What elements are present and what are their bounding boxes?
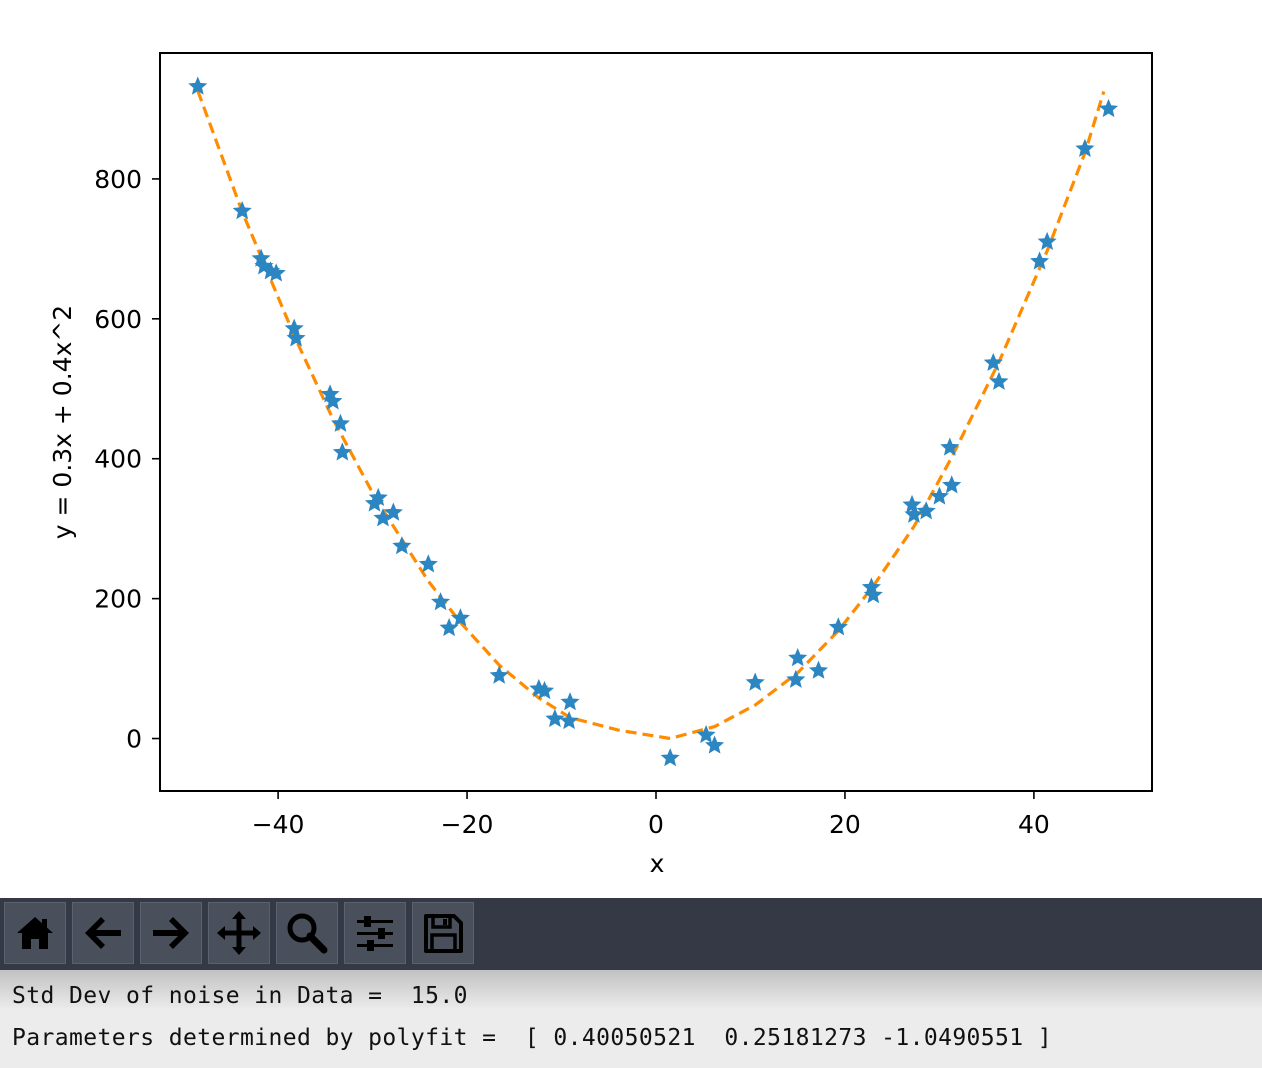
data-point xyxy=(1098,98,1119,118)
data-points-series xyxy=(188,76,1119,767)
x-tick-label: 20 xyxy=(829,810,861,839)
zoom-button[interactable] xyxy=(276,902,338,964)
y-tick-label: 400 xyxy=(94,445,142,474)
data-point xyxy=(559,711,579,730)
data-point xyxy=(284,318,304,337)
data-point xyxy=(942,475,962,494)
data-point xyxy=(418,554,438,573)
scatter-plot: −40 −20 0 20 40 0 200 400 600 800 x y = 0.3x + 0… xyxy=(48,52,1153,878)
data-point xyxy=(450,608,470,627)
forward-arrow-icon xyxy=(153,917,189,949)
data-point xyxy=(392,536,412,555)
y-axis-ticks: 0 200 400 600 800 xyxy=(94,165,160,754)
configure-subplots-button[interactable] xyxy=(344,902,406,964)
data-point xyxy=(534,680,555,700)
configure-subplots-icon xyxy=(357,916,393,951)
data-point xyxy=(904,504,924,523)
x-tick-label: 40 xyxy=(1018,810,1050,839)
data-point xyxy=(439,617,459,637)
back-arrow-icon xyxy=(85,917,121,949)
data-point xyxy=(745,672,765,691)
home-icon xyxy=(17,917,53,949)
data-point xyxy=(696,724,716,744)
x-axis-label: x xyxy=(650,849,665,878)
x-tick-label: −20 xyxy=(441,810,494,839)
y-axis-label: y = 0.3x + 0.4x^2 xyxy=(48,305,77,539)
axes-frame xyxy=(159,52,1153,792)
data-point xyxy=(705,735,725,754)
y-tick-label: 600 xyxy=(94,305,142,334)
fit-line-series xyxy=(196,90,1106,741)
navigation-toolbar xyxy=(0,898,1262,971)
data-point xyxy=(188,76,208,95)
data-point xyxy=(368,487,388,507)
data-point xyxy=(989,371,1009,390)
data-point xyxy=(330,413,351,432)
data-point xyxy=(1037,231,1057,250)
x-axis-ticks: −40 −20 0 20 40 xyxy=(252,791,1050,839)
data-point xyxy=(489,665,509,684)
x-tick-label: 0 xyxy=(648,810,664,839)
data-point xyxy=(828,617,848,636)
data-point xyxy=(808,660,829,679)
figure-canvas: −40 −20 0 20 40 0 200 400 600 800 x y = 0.3x + 0… xyxy=(48,52,1153,878)
y-tick-label: 0 xyxy=(126,725,142,754)
save-icon xyxy=(424,914,463,953)
console-output: Std Dev of noise in Data = 15.0 Paramete… xyxy=(0,970,1262,1068)
zoom-icon xyxy=(287,913,328,954)
forward-button[interactable] xyxy=(140,902,202,964)
save-button[interactable] xyxy=(412,902,474,964)
pan-button[interactable] xyxy=(208,902,270,964)
data-point xyxy=(266,263,286,282)
data-point xyxy=(560,692,580,711)
pan-icon xyxy=(217,911,261,955)
data-point xyxy=(232,201,252,220)
data-point xyxy=(902,494,922,514)
data-point xyxy=(983,352,1003,372)
data-point xyxy=(1075,138,1095,157)
data-point xyxy=(660,748,680,767)
data-point xyxy=(916,501,936,520)
data-point xyxy=(1030,251,1050,270)
data-point xyxy=(940,437,960,456)
data-point xyxy=(286,328,306,347)
data-point xyxy=(786,669,806,688)
back-button[interactable] xyxy=(72,902,134,964)
data-point xyxy=(323,391,343,410)
data-point xyxy=(545,708,565,728)
y-tick-label: 800 xyxy=(94,165,142,194)
x-tick-label: −40 xyxy=(252,810,305,839)
data-point xyxy=(332,442,352,461)
data-point xyxy=(431,592,451,611)
fit-line xyxy=(196,90,1106,741)
data-point xyxy=(788,648,808,667)
polyfit-params-line: Parameters determined by polyfit = [ 0.4… xyxy=(12,1025,1053,1051)
noise-std-line: Std Dev of noise in Data = 15.0 xyxy=(12,983,468,1009)
data-point xyxy=(863,585,883,604)
data-point xyxy=(383,502,403,521)
home-button[interactable] xyxy=(4,902,66,964)
y-tick-label: 200 xyxy=(94,585,142,614)
data-point xyxy=(929,486,949,505)
